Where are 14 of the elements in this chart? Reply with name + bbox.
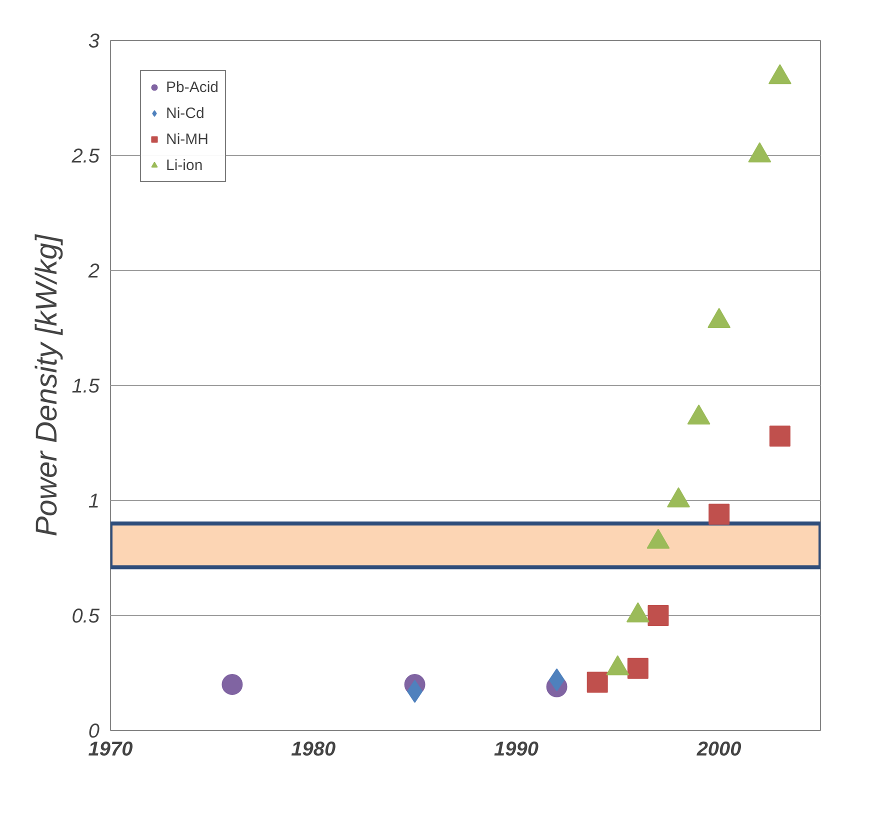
y-axis-title: Power Density [kW/kg]: [30, 234, 64, 536]
x-tick-label: 1980: [291, 738, 336, 760]
x-tick-label: 2000: [696, 738, 742, 760]
y-tick-label: 3: [88, 30, 100, 52]
y-tick-label: 1.5: [72, 376, 100, 398]
y-tick-label: 2: [87, 260, 100, 282]
legend-label: Li-ion: [166, 156, 203, 174]
legend-label: Ni-MH: [166, 130, 208, 148]
legend-label: Pb-Acid: [166, 78, 219, 96]
x-tick-label: 1990: [494, 738, 538, 760]
y-tick-label: 2.5: [70, 146, 100, 168]
legend-label: Ni-Cd: [166, 104, 204, 122]
y-tick-label: 0.5: [72, 606, 100, 628]
y-tick-label: 1: [88, 490, 100, 512]
